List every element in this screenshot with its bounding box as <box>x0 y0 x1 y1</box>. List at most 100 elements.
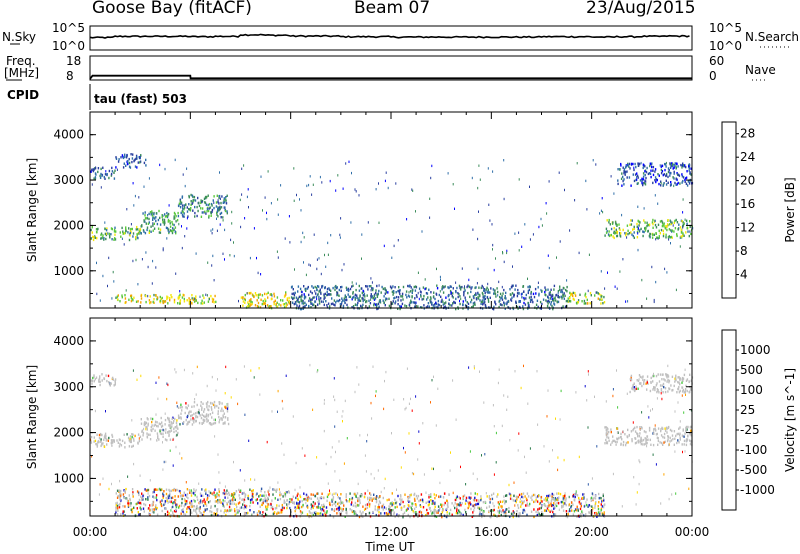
velocity-cell <box>650 381 652 384</box>
velocity-cell <box>217 501 219 504</box>
velocity-cell <box>195 488 197 492</box>
velocity-cell <box>147 496 149 499</box>
power-cell <box>673 184 675 188</box>
power-cell <box>524 303 527 306</box>
velocity-cell <box>669 428 672 432</box>
velocity-cell <box>657 439 660 443</box>
velocity-cell <box>498 511 500 514</box>
power-cell <box>276 305 279 308</box>
power-cell <box>100 167 102 171</box>
power-cell <box>146 226 149 229</box>
velocity-cell <box>313 511 316 515</box>
velocity-cell <box>372 510 374 514</box>
power-cell <box>471 286 473 289</box>
power-cell <box>548 266 550 270</box>
power-cell <box>532 233 534 236</box>
velocity-cell <box>544 504 546 508</box>
velocity-cell <box>669 436 671 440</box>
velocity-cell <box>634 388 636 391</box>
power-cell <box>496 287 498 290</box>
power-cell <box>618 223 620 226</box>
power-cell <box>424 278 426 281</box>
velocity-cell <box>604 442 606 445</box>
power-cell <box>431 164 433 168</box>
velocity-cell <box>299 495 302 499</box>
power-cell <box>644 173 646 177</box>
power-cell <box>642 172 645 175</box>
power-cell <box>124 155 126 159</box>
velocity-cell <box>217 499 219 502</box>
velocity-cell <box>164 502 166 505</box>
power-cell <box>502 292 504 295</box>
power-cell <box>293 167 295 170</box>
velocity-cell <box>281 508 284 512</box>
power-cell <box>177 302 179 305</box>
power-cell <box>303 297 306 300</box>
power-cell <box>635 165 637 169</box>
power-cell <box>277 198 279 201</box>
velocity-cell <box>590 512 592 516</box>
noise-tick-right: 10^0 <box>709 39 742 53</box>
velocity-cell <box>579 502 581 505</box>
velocity-cell <box>660 389 663 392</box>
velocity-cell <box>514 370 516 373</box>
velocity-cell <box>288 502 290 506</box>
power-cell <box>164 215 167 218</box>
power-cell <box>683 234 685 237</box>
power-cell <box>409 301 411 305</box>
velocity-cell <box>662 373 664 376</box>
power-cell <box>608 221 610 224</box>
power-cell <box>340 217 342 220</box>
power-cell <box>484 303 487 307</box>
velocity-cell <box>168 496 170 500</box>
power-cell <box>371 281 373 284</box>
velocity-cell <box>550 504 553 508</box>
power-cell <box>151 214 154 217</box>
velocity-cell <box>683 435 685 438</box>
velocity-cell <box>176 488 178 492</box>
velocity-cell <box>129 499 131 502</box>
power-cell <box>425 292 428 295</box>
power-cell <box>311 302 313 305</box>
power-cell <box>366 300 368 303</box>
velocity-cell <box>327 482 329 485</box>
power-cell <box>452 287 454 290</box>
power-cell <box>323 297 325 301</box>
power-cell <box>293 199 295 202</box>
power-cell <box>499 292 502 296</box>
power-cell <box>545 202 547 205</box>
velocity-cell <box>568 495 570 499</box>
power-cell <box>375 305 378 308</box>
power-cell <box>355 190 357 193</box>
velocity-cell <box>331 500 333 503</box>
velocity-cell <box>337 502 339 506</box>
power-cell <box>662 184 664 187</box>
power-cell <box>376 293 379 296</box>
velocity-cell <box>543 498 545 501</box>
velocity-cell <box>488 496 491 499</box>
velocity-cell <box>564 494 566 498</box>
velocity-cell <box>575 391 577 394</box>
power-cell <box>101 236 104 239</box>
power-cell <box>521 245 523 248</box>
velocity-cell <box>441 509 443 512</box>
power-cell <box>113 228 116 232</box>
velocity-cell <box>220 409 222 413</box>
power-cell <box>179 293 181 296</box>
velocity-cell <box>193 492 195 495</box>
power-cell <box>354 303 357 306</box>
power-cell <box>135 236 137 239</box>
velocity-cell <box>596 445 598 448</box>
power-cell <box>286 303 288 306</box>
velocity-cell <box>98 493 100 496</box>
velocity-cell <box>605 400 607 403</box>
power-cell <box>204 210 206 213</box>
power-cell <box>291 301 294 304</box>
velocity-cell <box>206 497 209 500</box>
velocity-cell <box>472 504 474 508</box>
velocity-cell <box>214 504 216 508</box>
velocity-cell <box>688 380 690 383</box>
power-cell <box>151 210 153 213</box>
velocity-cell <box>217 453 219 456</box>
power-cell <box>207 209 210 213</box>
